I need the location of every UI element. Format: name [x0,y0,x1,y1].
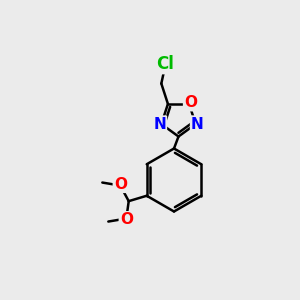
Text: Cl: Cl [156,55,174,73]
Text: N: N [153,117,166,132]
Text: O: O [120,212,133,227]
Text: O: O [184,95,197,110]
Text: O: O [114,177,127,192]
Text: N: N [191,117,204,132]
